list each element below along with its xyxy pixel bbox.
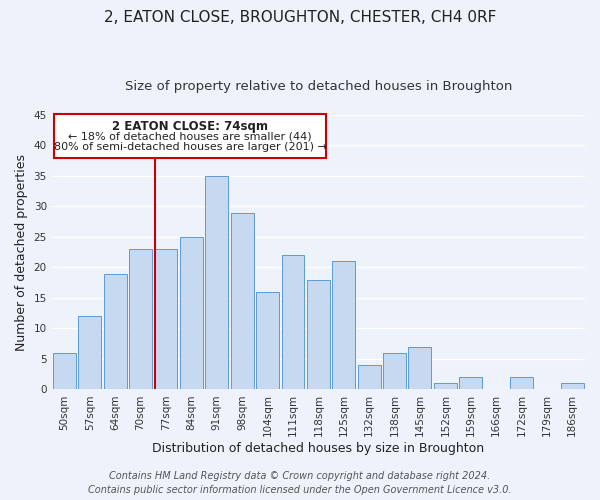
Y-axis label: Number of detached properties: Number of detached properties	[15, 154, 28, 350]
Bar	[231, 212, 254, 390]
X-axis label: Distribution of detached houses by size in Broughton: Distribution of detached houses by size …	[152, 442, 484, 455]
Bar	[79, 316, 101, 390]
Bar	[561, 384, 584, 390]
Bar	[510, 378, 533, 390]
Text: 80% of semi-detached houses are larger (201) →: 80% of semi-detached houses are larger (…	[53, 142, 326, 152]
Bar	[129, 249, 152, 390]
Bar	[409, 347, 431, 390]
Title: Size of property relative to detached houses in Broughton: Size of property relative to detached ho…	[125, 80, 512, 93]
Bar	[54, 114, 326, 158]
Text: Contains HM Land Registry data © Crown copyright and database right 2024.
Contai: Contains HM Land Registry data © Crown c…	[88, 471, 512, 495]
Bar	[180, 237, 203, 390]
Bar	[155, 249, 178, 390]
Bar	[53, 353, 76, 390]
Bar	[459, 378, 482, 390]
Bar	[256, 292, 279, 390]
Bar	[307, 280, 330, 390]
Text: 2 EATON CLOSE: 74sqm: 2 EATON CLOSE: 74sqm	[112, 120, 268, 133]
Bar	[281, 256, 304, 390]
Text: ← 18% of detached houses are smaller (44): ← 18% of detached houses are smaller (44…	[68, 132, 312, 141]
Bar	[358, 365, 380, 390]
Bar	[383, 353, 406, 390]
Bar	[104, 274, 127, 390]
Bar	[434, 384, 457, 390]
Text: 2, EATON CLOSE, BROUGHTON, CHESTER, CH4 0RF: 2, EATON CLOSE, BROUGHTON, CHESTER, CH4 …	[104, 10, 496, 25]
Bar	[332, 262, 355, 390]
Bar	[205, 176, 228, 390]
